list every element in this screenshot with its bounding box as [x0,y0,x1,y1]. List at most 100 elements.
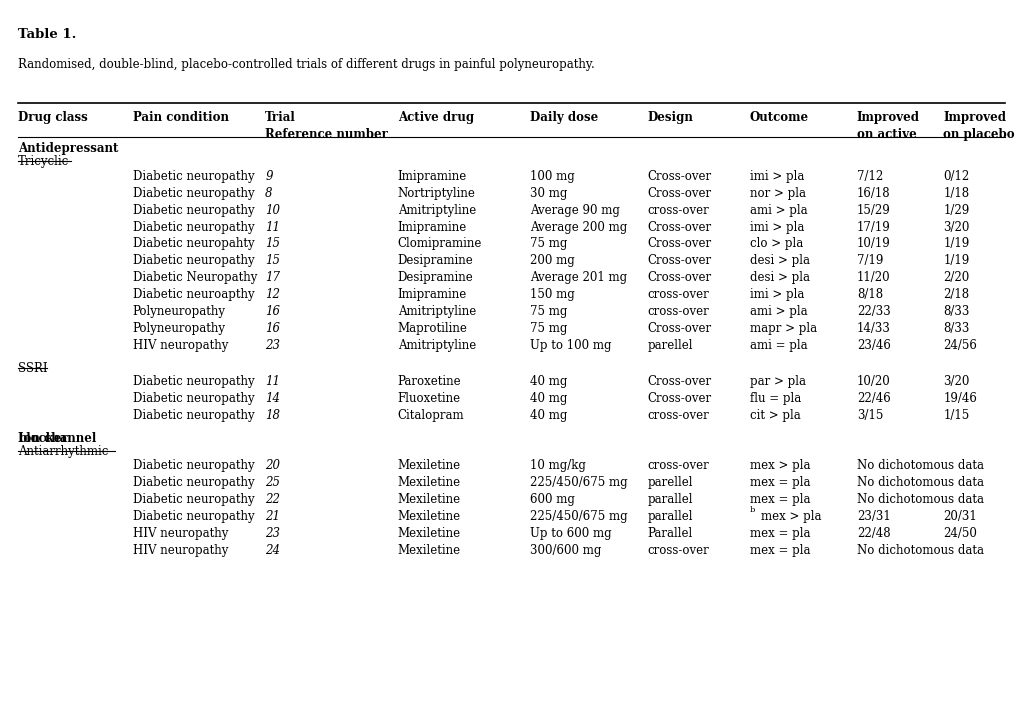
Text: Table 1.: Table 1. [18,28,76,41]
Text: No dichotomous data: No dichotomous data [856,493,983,506]
Text: Drug class: Drug class [18,111,88,124]
Text: Paroxetine: Paroxetine [397,375,461,388]
Text: Cross-over: Cross-over [647,254,711,268]
Text: Maprotiline: Maprotiline [397,323,468,336]
Text: 40 mg: 40 mg [530,392,568,405]
Text: 10/20: 10/20 [856,375,890,388]
Text: Antiarrhythmic: Antiarrhythmic [18,445,109,458]
Text: 200 mg: 200 mg [530,254,575,268]
Text: cross-over: cross-over [647,289,709,302]
Text: flu = pla: flu = pla [749,392,800,405]
Text: 75 mg: 75 mg [530,305,568,318]
Text: mex = pla: mex = pla [749,527,809,540]
Text: 8: 8 [265,186,272,199]
Text: 15: 15 [265,254,280,268]
Text: ami > pla: ami > pla [749,305,806,318]
Text: cross-over: cross-over [647,409,709,422]
Text: 1/18: 1/18 [943,186,969,199]
Text: cross-over: cross-over [647,204,709,217]
Text: Mexiletine: Mexiletine [397,510,461,523]
Text: 24: 24 [265,544,280,557]
Text: imi > pla: imi > pla [749,169,803,183]
Text: 12: 12 [265,289,280,302]
Text: Outcome: Outcome [749,111,808,124]
Text: clo > pla: clo > pla [749,238,802,251]
Text: mex = pla: mex = pla [749,476,809,489]
Text: on active: on active [856,128,916,141]
Text: 10/19: 10/19 [856,238,890,251]
Text: Cross-over: Cross-over [647,238,711,251]
Text: No dichotomous data: No dichotomous data [856,476,983,489]
Text: Diabetic neuropathy: Diabetic neuropathy [132,510,254,523]
Text: 16: 16 [265,305,280,318]
Text: Antidepressant: Antidepressant [18,143,118,156]
Text: Citalopram: Citalopram [397,409,464,422]
Text: desi > pla: desi > pla [749,254,809,268]
Text: 300/600 mg: 300/600 mg [530,544,601,557]
Text: 20: 20 [265,459,280,472]
Text: Parallel: Parallel [647,527,692,540]
Text: 23: 23 [265,339,280,353]
Text: No dichotomous data: No dichotomous data [856,544,983,557]
Text: mex = pla: mex = pla [749,544,809,557]
Text: Cross-over: Cross-over [647,220,711,233]
Text: 8/33: 8/33 [943,323,969,336]
Text: nor > pla: nor > pla [749,186,805,199]
Text: 16: 16 [265,323,280,336]
Text: HIV neuropathy: HIV neuropathy [132,339,228,353]
Text: 15/29: 15/29 [856,204,890,217]
Text: Polyneuropathy: Polyneuropathy [132,323,225,336]
Text: Up to 600 mg: Up to 600 mg [530,527,611,540]
Text: 11: 11 [265,375,280,388]
Text: 23/46: 23/46 [856,339,890,353]
Text: 11: 11 [265,220,280,233]
Text: Amitriptyline: Amitriptyline [397,339,476,353]
Text: Cross-over: Cross-over [647,323,711,336]
Text: Diabetic neuropathy: Diabetic neuropathy [132,254,254,268]
Text: Diabetic neuropathy: Diabetic neuropathy [132,220,254,233]
Text: cross-over: cross-over [647,544,709,557]
Text: 8/33: 8/33 [943,305,969,318]
Text: 0/12: 0/12 [943,169,969,183]
Text: 11/20: 11/20 [856,271,890,284]
Text: Diabetic neuropathy: Diabetic neuropathy [132,459,254,472]
Text: Mexiletine: Mexiletine [397,527,461,540]
Text: 10 mg/kg: 10 mg/kg [530,459,586,472]
Text: 16/18: 16/18 [856,186,890,199]
Text: 2/18: 2/18 [943,289,969,302]
Text: Fluoxetine: Fluoxetine [397,392,461,405]
Text: b: b [749,506,754,514]
Text: 150 mg: 150 mg [530,289,575,302]
Text: 21: 21 [265,510,280,523]
Text: 23/31: 23/31 [856,510,890,523]
Text: Imipramine: Imipramine [397,169,467,183]
Text: imi > pla: imi > pla [749,220,803,233]
Text: Amitriptyline: Amitriptyline [397,305,476,318]
Text: 22/33: 22/33 [856,305,890,318]
Text: 22/48: 22/48 [856,527,890,540]
Text: 3/20: 3/20 [943,375,969,388]
Text: mex > pla: mex > pla [760,510,820,523]
Text: 24/50: 24/50 [943,527,976,540]
Text: HIV neuropathy: HIV neuropathy [132,527,228,540]
Text: cross-over: cross-over [647,305,709,318]
Text: 30 mg: 30 mg [530,186,568,199]
Text: parallel: parallel [647,493,693,506]
Text: 600 mg: 600 mg [530,493,575,506]
Text: 18: 18 [265,409,280,422]
Text: Cross-over: Cross-over [647,271,711,284]
Text: Diabetic neuropathy: Diabetic neuropathy [132,409,254,422]
Text: 1/19: 1/19 [943,238,969,251]
Text: 3/20: 3/20 [943,220,969,233]
Text: Cross-over: Cross-over [647,186,711,199]
Text: Pain condition: Pain condition [132,111,228,124]
Text: Diabetic neuropathy: Diabetic neuropathy [132,392,254,405]
Text: Cross-over: Cross-over [647,169,711,183]
Text: Mexiletine: Mexiletine [397,459,461,472]
Text: Amitriptyline: Amitriptyline [397,204,476,217]
Text: mex > pla: mex > pla [749,459,809,472]
Text: Improved: Improved [856,111,919,124]
Text: 1/29: 1/29 [943,204,969,217]
Text: 100 mg: 100 mg [530,169,575,183]
Text: Tricyclic: Tricyclic [18,155,69,168]
